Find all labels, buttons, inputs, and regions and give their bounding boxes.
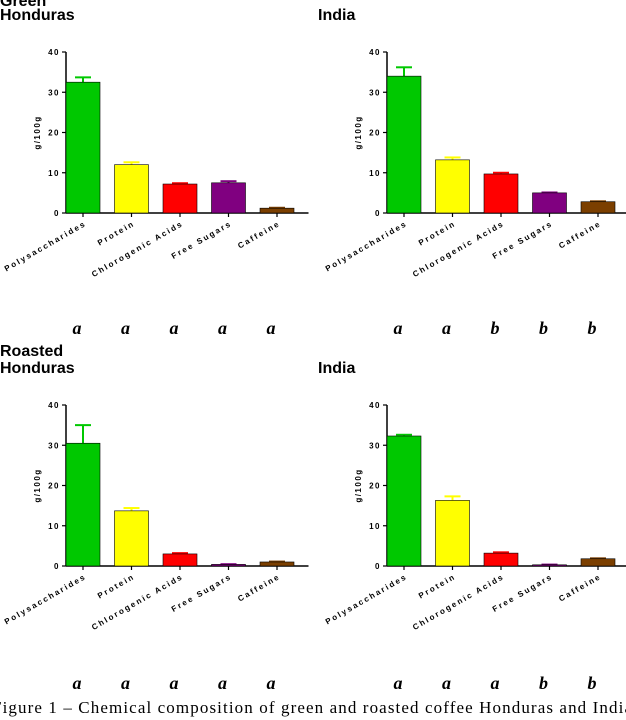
significance-letter: a [170, 673, 179, 693]
bar [435, 159, 470, 214]
significance-letter: a [73, 318, 82, 338]
x-tick-label: Chlorogenic Acids [411, 572, 506, 632]
caption: Figure 1 – Chemical composition of green… [0, 698, 626, 717]
bar [386, 75, 422, 214]
x-tick-label: Polysaccharides [3, 219, 88, 273]
bar [532, 192, 567, 214]
x-tick-label: Polysaccharides [324, 219, 409, 273]
x-tick-label: Chlorogenic Acids [90, 572, 185, 632]
significance-letter: a [267, 318, 276, 338]
y-tick-label: 0 [375, 209, 381, 218]
y-axis-label: g/100g [354, 468, 363, 502]
bar [65, 81, 101, 214]
y-tick-label: 0 [375, 562, 381, 571]
significance-letter: a [218, 318, 227, 338]
bar [65, 442, 101, 567]
bar [532, 564, 567, 567]
y-tick-label: 40 [48, 401, 60, 410]
y-axis-label: g/100g [33, 115, 42, 149]
chart-title: Honduras [0, 360, 75, 377]
x-tick-label: Protein [96, 219, 136, 248]
x-tick-label: Polysaccharides [3, 572, 88, 626]
x-tick-label: Caffeine [236, 572, 282, 604]
y-tick-label: 0 [54, 209, 60, 218]
significance-letter: b [539, 673, 548, 693]
y-tick-label: 20 [369, 482, 381, 491]
y-tick-label: 20 [48, 129, 60, 138]
chart-title: India [318, 7, 355, 24]
x-tick-label: Caffeine [236, 219, 282, 251]
x-tick-label: Protein [96, 572, 136, 601]
y-tick-label: 40 [369, 401, 381, 410]
y-tick-label: 10 [369, 522, 381, 531]
significance-letter: a [442, 318, 451, 338]
significance-letter: a [121, 673, 130, 693]
x-tick-label: Caffeine [557, 572, 603, 604]
x-tick-label: Protein [417, 572, 457, 601]
bar [259, 207, 295, 214]
y-tick-label: 10 [48, 522, 60, 531]
significance-letter: a [218, 673, 227, 693]
bar [580, 558, 616, 567]
significance-letter: a [73, 673, 82, 693]
bar [114, 164, 149, 214]
bar [259, 561, 295, 567]
y-tick-label: 30 [369, 441, 381, 450]
y-axis-label: g/100g [33, 468, 42, 502]
x-tick-label: Protein [417, 219, 457, 248]
chart-title: India [318, 360, 355, 377]
bar [162, 553, 198, 567]
significance-letter: a [170, 318, 179, 338]
y-tick-label: 30 [48, 88, 60, 97]
group-label: Green [0, 0, 46, 10]
bar [211, 182, 246, 214]
bar [483, 173, 519, 214]
group-label: Roasted [0, 343, 63, 360]
y-axis-label: g/100g [354, 115, 363, 149]
bar [211, 564, 246, 567]
significance-letter: b [588, 318, 597, 338]
significance-letter: b [588, 673, 597, 693]
significance-letter: a [491, 673, 500, 693]
x-tick-label: Caffeine [557, 219, 603, 251]
bar [114, 510, 149, 567]
bar [483, 552, 519, 567]
significance-letter: a [442, 673, 451, 693]
significance-letter: a [121, 318, 130, 338]
chart-title: Honduras [0, 7, 75, 24]
significance-letter: a [267, 673, 276, 693]
y-tick-label: 10 [48, 169, 60, 178]
significance-letter: a [394, 673, 403, 693]
x-tick-label: Polysaccharides [324, 572, 409, 626]
x-tick-label: Chlorogenic Acids [90, 219, 185, 279]
bar [435, 500, 470, 567]
y-tick-label: 40 [369, 48, 381, 57]
y-tick-label: 30 [48, 441, 60, 450]
y-tick-label: 30 [369, 88, 381, 97]
bar [162, 183, 198, 214]
significance-letter: b [491, 318, 500, 338]
y-tick-label: 20 [369, 129, 381, 138]
bar [580, 201, 616, 214]
y-tick-label: 10 [369, 169, 381, 178]
x-tick-label: Chlorogenic Acids [411, 219, 506, 279]
y-tick-label: 40 [48, 48, 60, 57]
y-tick-label: 0 [54, 562, 60, 571]
y-tick-label: 20 [48, 482, 60, 491]
bar [386, 435, 422, 567]
significance-letter: b [539, 318, 548, 338]
significance-letter: a [394, 318, 403, 338]
